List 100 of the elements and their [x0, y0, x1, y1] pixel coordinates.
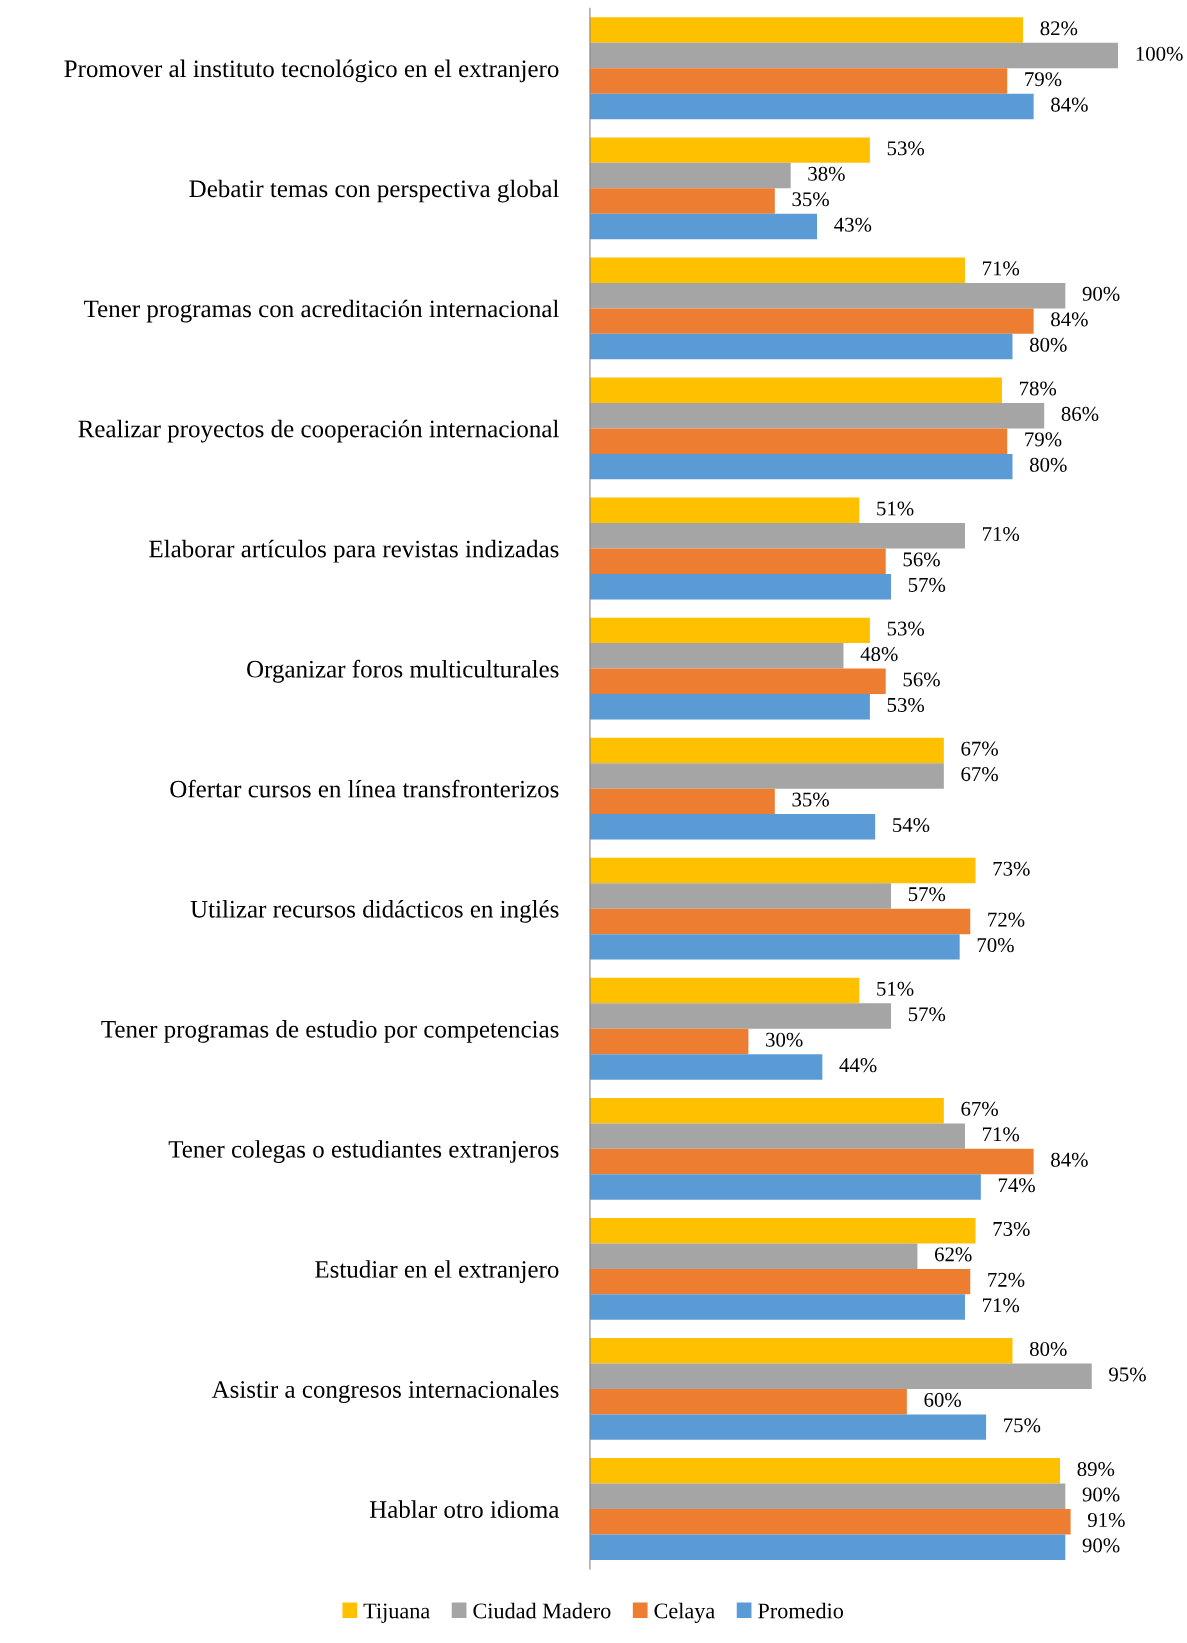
bar — [589, 162, 791, 189]
data-label: 79% — [1025, 432, 1062, 447]
bar — [589, 1534, 1066, 1560]
bar — [589, 737, 944, 764]
bar — [589, 977, 860, 1004]
data-label: 86% — [1061, 406, 1099, 421]
data-label: 72% — [988, 1272, 1025, 1287]
data-label: 56% — [903, 672, 940, 687]
y-tick-label: Estudiar en el extranjero — [315, 1260, 559, 1283]
data-label: 57% — [908, 887, 946, 902]
data-label: 95% — [1109, 1367, 1146, 1382]
data-label: 56% — [903, 552, 940, 567]
data-label: 48% — [860, 647, 898, 662]
data-label: 67% — [961, 741, 998, 756]
y-tick-label: Asistir a congresos internacionales — [211, 1380, 559, 1404]
bar — [589, 188, 775, 214]
bar — [589, 1003, 892, 1029]
bar — [589, 1028, 749, 1055]
bar — [589, 213, 818, 240]
data-label: 74% — [998, 1178, 1035, 1193]
bar — [589, 573, 892, 600]
data-label: 90% — [1082, 1487, 1120, 1502]
data-label: 80% — [1029, 337, 1067, 352]
bar — [589, 1054, 823, 1080]
y-tick-label: Debatir temas con perspectiva global — [189, 179, 559, 203]
bar — [589, 137, 870, 163]
bar — [589, 814, 876, 840]
data-label: 73% — [993, 1221, 1030, 1236]
data-label: 100% — [1136, 46, 1183, 61]
data-label: 80% — [1029, 457, 1067, 472]
bar — [589, 1414, 987, 1440]
data-label: 44% — [839, 1058, 877, 1073]
data-label: 75% — [1004, 1418, 1041, 1433]
bar — [589, 763, 944, 789]
data-label: 79% — [1025, 72, 1062, 87]
bar — [589, 668, 886, 695]
bar — [589, 42, 1119, 69]
data-label: 57% — [908, 577, 946, 592]
data-label: 90% — [1082, 1538, 1120, 1553]
data-label: 70% — [977, 938, 1014, 953]
y-tick-label: Ofertar cursos en línea transfronterizos — [170, 779, 559, 798]
data-label: 57% — [908, 1007, 946, 1022]
bar — [589, 1148, 1034, 1175]
bar — [589, 1243, 918, 1269]
legend-label: Ciudad Madero — [473, 1602, 611, 1619]
bar — [589, 1123, 965, 1149]
bar — [589, 908, 971, 935]
data-label: 73% — [993, 861, 1030, 876]
bar — [589, 497, 860, 524]
data-label: 91% — [1087, 1512, 1125, 1528]
bar — [589, 257, 965, 283]
bar — [589, 694, 870, 720]
bar — [589, 68, 1008, 94]
bar — [589, 548, 886, 574]
bar — [589, 934, 960, 960]
bar — [589, 1388, 907, 1415]
bar — [589, 1483, 1066, 1510]
legend-label: Celaya — [654, 1602, 715, 1623]
data-label: 71% — [983, 526, 1020, 542]
bar — [589, 1458, 1061, 1484]
bar — [589, 1338, 1013, 1364]
bar — [589, 1268, 971, 1295]
bar — [589, 643, 844, 669]
data-label: 78% — [1019, 381, 1057, 396]
bar — [589, 523, 965, 549]
data-label: 62% — [934, 1247, 972, 1262]
data-label: 53% — [887, 621, 925, 636]
data-label: 67% — [961, 1101, 998, 1116]
data-label: 51% — [877, 981, 914, 996]
bar — [589, 617, 870, 644]
data-label: 43% — [834, 217, 872, 232]
data-label: 90% — [1082, 286, 1120, 301]
data-label: 89% — [1077, 1462, 1115, 1477]
y-tick-label: Utilizar recursos didácticos en inglés — [190, 900, 559, 923]
bar — [589, 93, 1034, 120]
data-label: 80% — [1029, 1341, 1067, 1357]
legend-label: Promedio — [758, 1602, 844, 1619]
data-label: 54% — [893, 817, 930, 833]
bar — [589, 333, 1013, 360]
y-tick-label: Tener programas con acreditación internacional — [84, 299, 559, 323]
bar — [589, 402, 1045, 429]
data-label: 38% — [808, 166, 845, 181]
y-tick-label: Hablar otro idioma — [369, 1500, 560, 1518]
data-label: 53% — [887, 697, 925, 713]
bar — [589, 377, 1002, 403]
y-tick-label: Tener colegas o estudiantes extranjeros — [168, 1140, 559, 1163]
bar — [589, 883, 892, 909]
bar — [589, 1217, 976, 1244]
data-label: 35% — [792, 792, 829, 807]
data-label: 82% — [1040, 21, 1078, 36]
y-tick-label: Elaborar artículos para revistas indizadas — [149, 539, 559, 563]
bar — [589, 428, 1008, 454]
bar — [589, 1294, 965, 1320]
bar — [589, 1509, 1071, 1535]
bar — [589, 1363, 1092, 1389]
data-label: 35% — [792, 192, 829, 207]
data-label: 53% — [887, 141, 925, 156]
y-tick-label: Organizar foros multiculturales — [247, 659, 559, 683]
data-label: 84% — [1051, 312, 1088, 327]
bar — [589, 1174, 981, 1200]
